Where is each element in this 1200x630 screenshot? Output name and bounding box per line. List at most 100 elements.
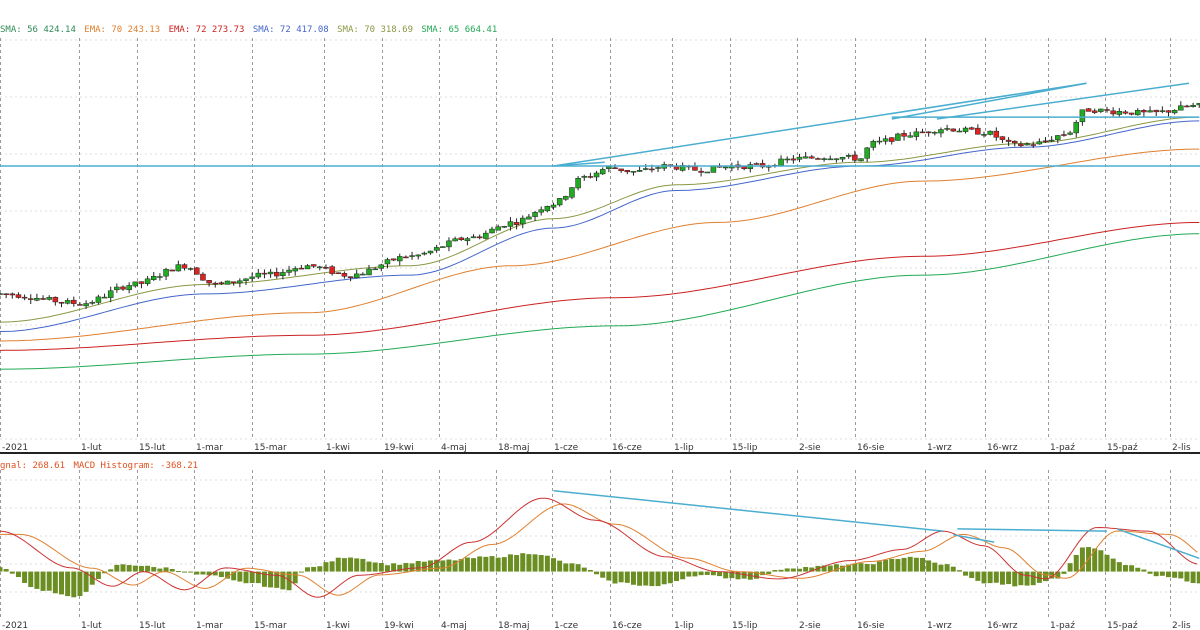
histogram-bar — [428, 560, 433, 572]
candle-down — [200, 273, 206, 281]
histogram-bar — [188, 571, 194, 573]
histogram-bar — [858, 563, 864, 572]
candle-down — [741, 166, 747, 170]
candle-up — [802, 156, 809, 159]
candle-down — [624, 170, 631, 173]
candle-down — [1141, 110, 1147, 113]
candle-down — [206, 280, 212, 284]
candle-up — [175, 264, 182, 272]
candle-up — [286, 269, 292, 273]
histogram-bar — [52, 571, 58, 594]
ma-line-3 — [0, 120, 1200, 332]
candle-up — [224, 280, 231, 285]
x-tick-macd: 15-lip — [732, 621, 758, 630]
histogram-bar — [397, 564, 403, 572]
macd-lines — [0, 489, 1200, 598]
x-tick-main: 15-paź — [1107, 443, 1138, 453]
macd-line — [0, 497, 1198, 598]
histogram-bar — [710, 571, 716, 576]
candle-up — [845, 155, 852, 157]
candle-up — [89, 302, 95, 304]
candle-up — [1171, 109, 1178, 114]
x-tick-macd: 1-mar — [196, 621, 223, 630]
candle-down — [1110, 110, 1116, 115]
main-chart-legend: SMA: 56 424.14 EMA: 70 243.13 EMA: 72 27… — [0, 24, 500, 36]
histogram-bar — [803, 567, 809, 572]
histogram-bar — [766, 571, 772, 574]
candle-up — [581, 176, 587, 178]
histogram-bar — [391, 563, 397, 572]
histogram-bar — [46, 571, 52, 591]
candle-up — [101, 296, 108, 299]
x-tick-macd: 15-paź — [1107, 621, 1138, 630]
histogram-bar — [901, 557, 907, 572]
candle-up — [858, 158, 864, 162]
candle-down — [1061, 134, 1067, 136]
legend-sma-72: SMA: 72 417.08 — [252, 25, 329, 35]
histogram-bar — [384, 565, 390, 572]
candle-down — [71, 299, 77, 304]
moving-averages — [0, 116, 1200, 370]
histogram-bar — [175, 571, 181, 573]
histogram-bar — [83, 571, 89, 592]
histogram-bar — [145, 565, 151, 572]
histogram-bar — [581, 567, 587, 572]
candle-up — [470, 236, 477, 239]
legend-sma-56: SMA: 56 424.14 — [0, 25, 76, 35]
candle-up — [483, 232, 489, 239]
x-tick-main: 1-lut — [81, 443, 102, 453]
trendline-main-3 — [936, 82, 1190, 120]
candle-down — [612, 167, 618, 169]
histogram-bar — [305, 567, 310, 572]
candle-up — [427, 250, 434, 254]
histogram-bar — [870, 564, 876, 572]
x-tick-main: -2021 — [2, 443, 28, 453]
candle-up — [987, 130, 993, 135]
candle-up — [317, 266, 323, 269]
histogram-bar — [1147, 571, 1153, 574]
histogram-bar — [864, 564, 870, 572]
candle-down — [1012, 140, 1018, 144]
histogram-bar — [151, 567, 157, 572]
legend-sma-65: SMA: 65 664.41 — [421, 25, 498, 35]
histogram-bar — [182, 571, 187, 573]
histogram-bar — [464, 557, 470, 572]
candle-down — [458, 237, 464, 241]
candle-up — [796, 156, 803, 160]
candle-up — [593, 172, 600, 178]
x-tick-macd: 4-maj — [441, 621, 467, 630]
histogram-bar — [261, 571, 267, 587]
histogram-bar — [1024, 571, 1030, 586]
histogram-bar — [1043, 571, 1048, 582]
histogram-bar — [440, 560, 446, 572]
histogram-bar — [255, 571, 261, 584]
histogram-bar — [950, 566, 956, 572]
histogram-bar — [108, 569, 114, 572]
x-tick-macd: 16-wrz — [987, 621, 1018, 630]
histogram-bar — [1104, 554, 1110, 572]
candle-down — [1005, 139, 1012, 142]
candle-up — [938, 129, 944, 134]
candle-down — [649, 168, 655, 171]
histogram-bar — [790, 568, 796, 572]
histogram-bar — [138, 565, 144, 572]
candle-up — [636, 170, 643, 172]
x-tick-macd: 1-cze — [554, 621, 579, 630]
candle-down — [52, 296, 59, 303]
histogram-bar — [981, 571, 987, 584]
candle-up — [107, 290, 114, 298]
candle-up — [575, 178, 581, 189]
candle-down — [1122, 111, 1129, 114]
legend-ema-70: EMA: 70 243.13 — [84, 25, 161, 35]
candle-up — [876, 140, 883, 143]
candle-up — [255, 272, 262, 278]
x-tick-main: 18-maj — [498, 443, 529, 453]
candle-down — [852, 154, 858, 161]
histogram-bar — [600, 571, 606, 578]
histogram-bar — [717, 571, 723, 577]
x-tick-main: 2-sie — [799, 443, 821, 453]
candle-down — [120, 286, 126, 290]
candle-down — [1184, 105, 1190, 108]
histogram-bar — [956, 570, 962, 572]
